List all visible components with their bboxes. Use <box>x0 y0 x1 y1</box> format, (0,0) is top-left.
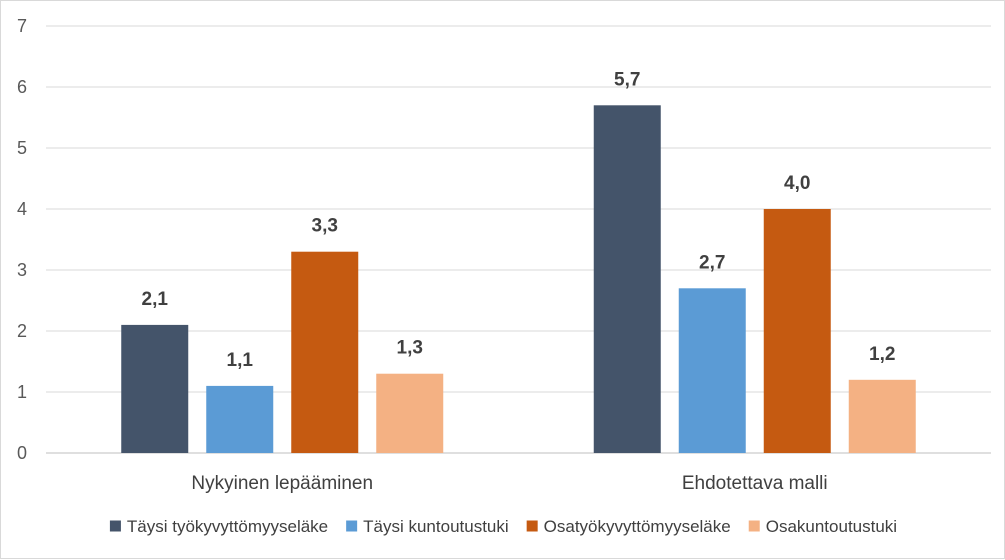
data-label-2-3: 4,0 <box>784 173 810 194</box>
y-tick-label-6: 6 <box>17 77 27 97</box>
bar-1-4 <box>376 373 444 453</box>
x-category-label-1: Nykyinen lepääminen <box>191 473 373 494</box>
y-tick-label-0: 0 <box>17 443 27 463</box>
bar-2-4 <box>848 379 916 453</box>
legend-swatch-1 <box>109 520 121 532</box>
legend-swatch-3 <box>526 520 538 532</box>
legend-swatch-2 <box>346 520 358 532</box>
y-tick-label-2: 2 <box>17 321 27 341</box>
bar-2-1 <box>593 105 661 454</box>
y-tick-label-5: 5 <box>17 138 27 158</box>
y-tick-label-1: 1 <box>17 382 27 402</box>
bar-1-2 <box>206 385 274 453</box>
data-label-1-2: 1,1 <box>227 350 254 371</box>
data-label-1-1: 2,1 <box>142 289 169 310</box>
data-label-2-1: 5,7 <box>614 69 640 90</box>
y-tick-label-7: 7 <box>17 16 27 36</box>
y-tick-label-3: 3 <box>17 260 27 280</box>
bar-1-1 <box>121 324 189 453</box>
data-label-1-4: 1,3 <box>397 338 423 359</box>
bar-2-3 <box>763 209 831 453</box>
legend-label-4: Osakuntoutustuki <box>766 517 897 536</box>
bar-2-2 <box>678 288 746 453</box>
legend-swatch-4 <box>748 520 760 532</box>
data-label-1-3: 3,3 <box>312 216 338 237</box>
bar-1-3 <box>291 251 359 453</box>
x-category-label-2: Ehdotettava malli <box>682 473 828 494</box>
legend-label-1: Täysi työkyvyttömyyseläke <box>127 517 328 536</box>
data-label-2-2: 2,7 <box>699 252 725 273</box>
legend-label-3: Osatyökyvyttömyyseläke <box>544 517 731 536</box>
y-tick-label-4: 4 <box>17 199 27 219</box>
legend-label-2: Täysi kuntoutustuki <box>363 517 509 536</box>
data-label-2-4: 1,2 <box>869 344 895 365</box>
